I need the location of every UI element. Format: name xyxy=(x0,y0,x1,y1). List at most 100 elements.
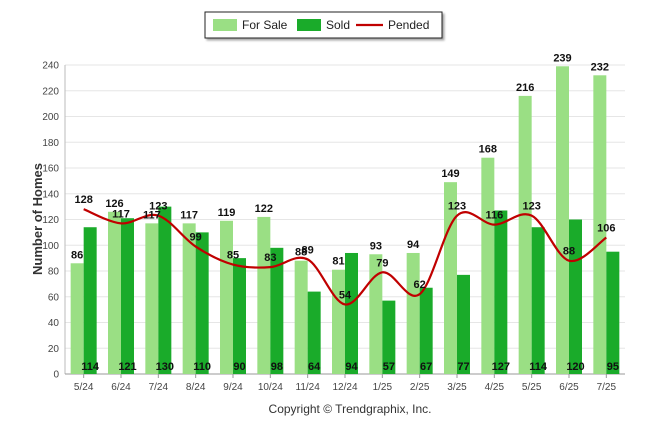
sold-value-label: 67 xyxy=(420,361,432,373)
for-sale-value-label: 86 xyxy=(71,249,83,261)
x-tick-label: 5/25 xyxy=(522,382,542,393)
pended-value-label: 123 xyxy=(448,201,466,213)
sold-value-label: 110 xyxy=(193,361,211,373)
bar-sold xyxy=(233,258,246,374)
x-tick-label: 3/25 xyxy=(447,382,467,393)
x-tick-label: 1/25 xyxy=(373,382,393,393)
data-labels: 86 114 126 121 117 130 117 110 119 90 122 98 88 64 81 9… xyxy=(71,52,619,373)
for-sale-value-label: 168 xyxy=(479,144,497,156)
for-sale-value-label: 81 xyxy=(332,256,344,268)
y-tick-label: 180 xyxy=(42,138,59,149)
for-sale-value-label: 117 xyxy=(180,209,198,221)
for-sale-value-label: 88 xyxy=(295,247,307,259)
legend-pended-label: Pended xyxy=(388,18,429,32)
x-tick-label: 7/24 xyxy=(149,382,169,393)
y-tick-label: 20 xyxy=(48,344,60,355)
bars xyxy=(70,66,620,375)
pended-value-label: 88 xyxy=(563,246,575,258)
bar-for-sale xyxy=(145,223,159,374)
bar-sold xyxy=(83,227,97,374)
legend-sold-swatch xyxy=(297,19,321,31)
bar-for-sale xyxy=(332,269,345,374)
bar-for-sale xyxy=(593,75,607,375)
sold-value-label: 77 xyxy=(457,361,469,373)
y-tick-label: 200 xyxy=(42,112,59,123)
y-tick-label: 120 xyxy=(42,215,59,226)
x-tick-label: 2/25 xyxy=(410,382,430,393)
for-sale-value-label: 126 xyxy=(105,198,123,210)
bar-for-sale xyxy=(257,216,271,374)
pended-value-label: 62 xyxy=(414,279,426,291)
y-tick-label: 40 xyxy=(48,318,60,329)
x-tick-label: 8/24 xyxy=(186,382,206,393)
bar-for-sale xyxy=(518,95,532,375)
for-sale-value-label: 216 xyxy=(516,82,534,94)
bar-for-sale xyxy=(481,157,495,374)
for-sale-value-label: 119 xyxy=(218,207,236,219)
sold-value-label: 114 xyxy=(529,361,548,373)
bar-for-sale xyxy=(406,252,420,374)
x-tick-label: 7/25 xyxy=(597,382,617,393)
bar-for-sale xyxy=(556,66,569,374)
sold-value-label: 127 xyxy=(492,361,510,373)
bar-for-sale xyxy=(70,263,84,374)
legend-box xyxy=(204,11,443,39)
sold-value-label: 130 xyxy=(156,361,174,373)
bar-sold xyxy=(382,300,396,374)
pended-value-label: 123 xyxy=(149,201,167,213)
bar-sold xyxy=(531,227,545,374)
for-sale-value-label: 94 xyxy=(407,239,420,251)
x-tick-labels: 5/24 6/24 7/24 8/24 9/24 10/24 11/24 12/24 1/25 2… xyxy=(74,374,617,393)
sold-value-label: 120 xyxy=(566,361,584,373)
bar-for-sale xyxy=(182,223,196,374)
y-tick-labels: 0 20 40 60 80 100 120 140 160 180 200 220 240 xyxy=(42,61,59,381)
bar-sold xyxy=(121,218,134,374)
bar-sold xyxy=(494,210,508,374)
y-tick-label: 80 xyxy=(48,267,60,278)
y-tick-label: 0 xyxy=(53,370,59,381)
bar-sold xyxy=(158,206,172,374)
sold-value-label: 121 xyxy=(118,361,136,373)
bar-sold xyxy=(606,251,620,374)
sold-value-label: 114 xyxy=(81,361,100,373)
bar-for-sale xyxy=(294,260,308,374)
y-axis-title: Number of Homes xyxy=(30,163,45,275)
pended-value-label: 123 xyxy=(522,201,540,213)
for-sale-value-label: 122 xyxy=(255,203,273,215)
bar-sold xyxy=(307,291,321,374)
for-sale-value-label: 232 xyxy=(591,61,609,73)
y-tick-label: 240 xyxy=(42,61,59,72)
x-tick-label: 10/24 xyxy=(258,382,283,393)
y-tick-label: 100 xyxy=(42,241,59,252)
x-tick-label: 9/24 xyxy=(223,382,243,393)
legend: For Sale Sold Pended xyxy=(204,11,443,39)
x-tick-label: 11/24 xyxy=(296,382,321,393)
sold-value-label: 90 xyxy=(233,361,245,373)
pended-value-label: 83 xyxy=(264,252,276,264)
pended-value-label: 79 xyxy=(376,257,388,269)
x-tick-label: 6/24 xyxy=(111,382,131,393)
bar-sold xyxy=(270,247,284,374)
bar-for-sale xyxy=(220,220,233,374)
pended-line xyxy=(83,208,607,306)
legend-sold-label: Sold xyxy=(326,18,350,32)
pended-value-label: 117 xyxy=(112,208,130,220)
sold-value-label: 95 xyxy=(607,361,619,373)
pended-value-label: 85 xyxy=(227,250,239,262)
bar-for-sale xyxy=(369,254,383,374)
bar-sold xyxy=(569,219,582,374)
legend-for-sale-label: For Sale xyxy=(242,18,288,32)
pended-value-label: 106 xyxy=(597,223,615,235)
x-tick-label: 6/25 xyxy=(559,382,579,393)
pended-value-label: 128 xyxy=(74,194,92,206)
y-tick-label: 160 xyxy=(42,164,59,175)
bar-sold xyxy=(457,274,470,374)
y-tick-label: 140 xyxy=(42,189,59,200)
bar-sold xyxy=(195,232,209,374)
pended-value-label: 54 xyxy=(339,289,352,301)
y-tick-label: 60 xyxy=(48,292,60,303)
for-sale-value-label: 149 xyxy=(441,168,459,180)
bar-for-sale xyxy=(108,211,121,374)
sold-value-label: 98 xyxy=(271,361,283,373)
